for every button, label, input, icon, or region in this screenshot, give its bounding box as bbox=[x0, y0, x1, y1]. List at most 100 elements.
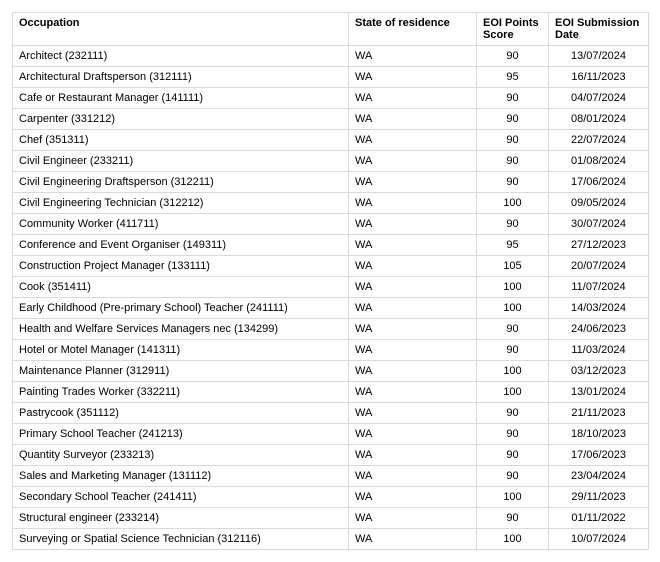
cell-score: 90 bbox=[477, 403, 549, 424]
cell-occupation: Community Worker (411711) bbox=[13, 214, 349, 235]
cell-state: WA bbox=[349, 256, 477, 277]
table-row: Architectural Draftsperson (312111)WA951… bbox=[13, 67, 649, 88]
cell-score: 100 bbox=[477, 529, 549, 550]
cell-occupation: Chef (351311) bbox=[13, 130, 349, 151]
cell-score: 95 bbox=[477, 67, 549, 88]
cell-date: 04/07/2024 bbox=[549, 88, 649, 109]
cell-date: 01/08/2024 bbox=[549, 151, 649, 172]
cell-state: WA bbox=[349, 109, 477, 130]
cell-occupation: Early Childhood (Pre-primary School) Tea… bbox=[13, 298, 349, 319]
cell-occupation: Maintenance Planner (312911) bbox=[13, 361, 349, 382]
cell-occupation: Construction Project Manager (133111) bbox=[13, 256, 349, 277]
cell-state: WA bbox=[349, 88, 477, 109]
cell-occupation: Structural engineer (233214) bbox=[13, 508, 349, 529]
table-row: Cook (351411)WA10011/07/2024 bbox=[13, 277, 649, 298]
cell-state: WA bbox=[349, 487, 477, 508]
cell-score: 100 bbox=[477, 277, 549, 298]
cell-occupation: Painting Trades Worker (332211) bbox=[13, 382, 349, 403]
table-row: Chef (351311)WA9022/07/2024 bbox=[13, 130, 649, 151]
cell-occupation: Civil Engineering Draftsperson (312211) bbox=[13, 172, 349, 193]
cell-occupation: Primary School Teacher (241213) bbox=[13, 424, 349, 445]
cell-date: 13/01/2024 bbox=[549, 382, 649, 403]
cell-score: 105 bbox=[477, 256, 549, 277]
cell-occupation: Pastrycook (351112) bbox=[13, 403, 349, 424]
table-row: Community Worker (411711)WA9030/07/2024 bbox=[13, 214, 649, 235]
cell-date: 13/07/2024 bbox=[549, 46, 649, 67]
cell-score: 95 bbox=[477, 235, 549, 256]
col-header-date: EOI Submission Date bbox=[549, 13, 649, 46]
cell-occupation: Health and Welfare Services Managers nec… bbox=[13, 319, 349, 340]
cell-score: 90 bbox=[477, 109, 549, 130]
cell-score: 90 bbox=[477, 466, 549, 487]
cell-date: 17/06/2024 bbox=[549, 172, 649, 193]
cell-score: 100 bbox=[477, 298, 549, 319]
cell-date: 20/07/2024 bbox=[549, 256, 649, 277]
cell-state: WA bbox=[349, 235, 477, 256]
table-header-row: Occupation State of residence EOI Points… bbox=[13, 13, 649, 46]
cell-date: 16/11/2023 bbox=[549, 67, 649, 88]
table-row: Construction Project Manager (133111)WA1… bbox=[13, 256, 649, 277]
table-row: Civil Engineering Draftsperson (312211)W… bbox=[13, 172, 649, 193]
table-row: Primary School Teacher (241213)WA9018/10… bbox=[13, 424, 649, 445]
cell-state: WA bbox=[349, 151, 477, 172]
cell-state: WA bbox=[349, 67, 477, 88]
table-row: Conference and Event Organiser (149311)W… bbox=[13, 235, 649, 256]
cell-state: WA bbox=[349, 424, 477, 445]
table-row: Quantity Surveyor (233213)WA9017/06/2023 bbox=[13, 445, 649, 466]
cell-score: 90 bbox=[477, 340, 549, 361]
cell-date: 08/01/2024 bbox=[549, 109, 649, 130]
cell-score: 100 bbox=[477, 382, 549, 403]
cell-occupation: Secondary School Teacher (241411) bbox=[13, 487, 349, 508]
cell-date: 24/06/2023 bbox=[549, 319, 649, 340]
cell-date: 27/12/2023 bbox=[549, 235, 649, 256]
table-row: Carpenter (331212)WA9008/01/2024 bbox=[13, 109, 649, 130]
cell-occupation: Civil Engineer (233211) bbox=[13, 151, 349, 172]
cell-occupation: Carpenter (331212) bbox=[13, 109, 349, 130]
col-header-score: EOI Points Score bbox=[477, 13, 549, 46]
cell-occupation: Conference and Event Organiser (149311) bbox=[13, 235, 349, 256]
table-row: Maintenance Planner (312911)WA10003/12/2… bbox=[13, 361, 649, 382]
cell-score: 90 bbox=[477, 424, 549, 445]
cell-state: WA bbox=[349, 298, 477, 319]
cell-occupation: Cook (351411) bbox=[13, 277, 349, 298]
col-header-state: State of residence bbox=[349, 13, 477, 46]
cell-score: 90 bbox=[477, 445, 549, 466]
cell-state: WA bbox=[349, 193, 477, 214]
cell-date: 18/10/2023 bbox=[549, 424, 649, 445]
table-row: Sales and Marketing Manager (131112)WA90… bbox=[13, 466, 649, 487]
cell-date: 30/07/2024 bbox=[549, 214, 649, 235]
eoi-table: Occupation State of residence EOI Points… bbox=[12, 12, 649, 550]
cell-date: 14/03/2024 bbox=[549, 298, 649, 319]
cell-date: 21/11/2023 bbox=[549, 403, 649, 424]
cell-date: 09/05/2024 bbox=[549, 193, 649, 214]
cell-date: 22/07/2024 bbox=[549, 130, 649, 151]
cell-state: WA bbox=[349, 340, 477, 361]
cell-state: WA bbox=[349, 382, 477, 403]
cell-date: 03/12/2023 bbox=[549, 361, 649, 382]
cell-state: WA bbox=[349, 130, 477, 151]
cell-score: 100 bbox=[477, 487, 549, 508]
cell-occupation: Architect (232111) bbox=[13, 46, 349, 67]
cell-date: 10/07/2024 bbox=[549, 529, 649, 550]
table-row: Pastrycook (351112)WA9021/11/2023 bbox=[13, 403, 649, 424]
table-row: Early Childhood (Pre-primary School) Tea… bbox=[13, 298, 649, 319]
cell-state: WA bbox=[349, 172, 477, 193]
cell-state: WA bbox=[349, 403, 477, 424]
cell-score: 100 bbox=[477, 193, 549, 214]
cell-score: 90 bbox=[477, 508, 549, 529]
cell-state: WA bbox=[349, 46, 477, 67]
table-row: Cafe or Restaurant Manager (141111)WA900… bbox=[13, 88, 649, 109]
cell-state: WA bbox=[349, 277, 477, 298]
cell-score: 90 bbox=[477, 46, 549, 67]
cell-score: 90 bbox=[477, 214, 549, 235]
col-header-occupation: Occupation bbox=[13, 13, 349, 46]
cell-date: 17/06/2023 bbox=[549, 445, 649, 466]
cell-state: WA bbox=[349, 445, 477, 466]
cell-occupation: Hotel or Motel Manager (141311) bbox=[13, 340, 349, 361]
cell-date: 29/11/2023 bbox=[549, 487, 649, 508]
cell-score: 90 bbox=[477, 130, 549, 151]
table-row: Secondary School Teacher (241411)WA10029… bbox=[13, 487, 649, 508]
cell-date: 11/07/2024 bbox=[549, 277, 649, 298]
table-row: Architect (232111)WA9013/07/2024 bbox=[13, 46, 649, 67]
cell-occupation: Surveying or Spatial Science Technician … bbox=[13, 529, 349, 550]
